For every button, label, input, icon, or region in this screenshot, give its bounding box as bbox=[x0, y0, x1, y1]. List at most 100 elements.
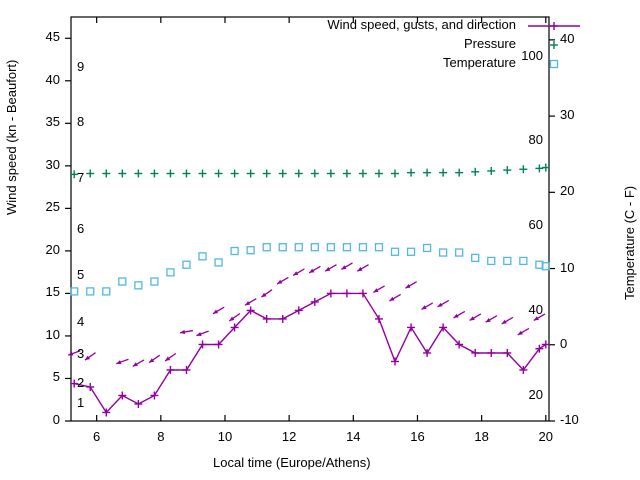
arrow-head bbox=[485, 318, 491, 323]
legend-label-2: Temperature bbox=[443, 55, 516, 70]
x-tick-label: 20 bbox=[538, 429, 554, 444]
fahrenheit-label: 100 bbox=[521, 47, 543, 63]
arrow-head bbox=[245, 301, 251, 306]
y2-axis-title: Temperature (C - F) bbox=[622, 185, 637, 300]
y-tick-label: 35 bbox=[45, 114, 60, 130]
y-tick-label: 15 bbox=[45, 284, 60, 300]
arrow-head bbox=[261, 292, 267, 298]
beaufort-label: 8 bbox=[77, 114, 85, 130]
marker-square bbox=[358, 243, 368, 252]
arrow-head bbox=[469, 316, 475, 321]
arrow-head bbox=[421, 305, 427, 310]
marker-square bbox=[166, 268, 175, 277]
beaufort-label: 2 bbox=[77, 374, 85, 390]
y-tick-label: 10 bbox=[45, 326, 60, 342]
y-tick-label: 20 bbox=[45, 241, 60, 257]
marker-square bbox=[310, 243, 319, 252]
legend-marker-2 bbox=[549, 59, 559, 69]
y-tick-label: 40 bbox=[45, 71, 60, 87]
legend-marker-0 bbox=[528, 22, 580, 30]
y-axis-title: Wind speed (kn - Beaufort) bbox=[4, 59, 19, 215]
marker-square bbox=[86, 287, 95, 296]
marker-square bbox=[134, 281, 143, 290]
marker-square bbox=[541, 262, 550, 271]
marker-square bbox=[182, 260, 191, 269]
marker-square bbox=[374, 243, 384, 252]
marker-square bbox=[519, 256, 528, 266]
arrow-head bbox=[325, 266, 331, 272]
y-tick-label: 5 bbox=[52, 369, 60, 385]
x-tick-label: 12 bbox=[281, 429, 297, 444]
marker-square bbox=[471, 253, 480, 263]
arrow-head bbox=[165, 356, 171, 361]
beaufort-label: 4 bbox=[77, 314, 85, 330]
arrow-head bbox=[501, 319, 507, 324]
marker-square bbox=[150, 277, 159, 286]
y2-tick-label: 10 bbox=[560, 259, 575, 275]
marker-square bbox=[438, 248, 448, 257]
fahrenheit-label: 60 bbox=[528, 216, 543, 232]
y2-tick-label: 20 bbox=[560, 183, 575, 199]
x-tick-label: 16 bbox=[410, 429, 425, 444]
arrow-head bbox=[341, 265, 347, 270]
arrow-head bbox=[277, 279, 283, 284]
x-axis-title: Local time (Europe/Athens) bbox=[213, 455, 371, 470]
x-tick-label: 10 bbox=[217, 429, 233, 444]
marker-square bbox=[294, 243, 303, 252]
arrow-head bbox=[293, 271, 299, 276]
arrow-head bbox=[132, 362, 138, 367]
y-tick-label: 25 bbox=[45, 199, 60, 215]
fahrenheit-label: 20 bbox=[528, 386, 543, 402]
beaufort-label: 7 bbox=[77, 169, 85, 185]
arrow-head bbox=[373, 288, 379, 293]
arrow-head bbox=[149, 358, 155, 363]
fahrenheit-label: 40 bbox=[528, 302, 543, 318]
plot-frame bbox=[70, 16, 550, 422]
arrow-head bbox=[196, 332, 202, 336]
arrow-head bbox=[453, 313, 459, 318]
y-tick-label: 0 bbox=[52, 412, 60, 427]
marker-square bbox=[278, 243, 287, 252]
marker-square bbox=[198, 252, 207, 261]
marker-square bbox=[230, 246, 239, 256]
x-tick-label: 6 bbox=[93, 429, 101, 444]
marker-square bbox=[549, 59, 559, 69]
y-tick-label: 30 bbox=[45, 156, 60, 172]
arrow-head bbox=[437, 302, 443, 307]
y-tick-label: 45 bbox=[45, 29, 60, 45]
arrow-head bbox=[212, 309, 219, 314]
arrow-head bbox=[68, 351, 74, 356]
arrow-head bbox=[389, 296, 395, 301]
legend-label-0: Wind speed, gusts, and direction bbox=[327, 17, 516, 32]
marker-square bbox=[70, 287, 79, 296]
arrow-head bbox=[84, 355, 90, 361]
y2-tick-label: 40 bbox=[560, 30, 575, 46]
arrow-head bbox=[309, 268, 315, 273]
marker-square bbox=[246, 246, 255, 255]
arrow-head bbox=[405, 284, 411, 289]
marker-square bbox=[455, 248, 464, 257]
arrow-head bbox=[180, 329, 186, 335]
marker-square bbox=[118, 277, 127, 286]
wind-direction-arrows bbox=[67, 262, 546, 367]
marker-square bbox=[503, 256, 512, 266]
beaufort-label: 3 bbox=[77, 345, 85, 361]
arrow-head bbox=[357, 266, 363, 272]
beaufort-label: 1 bbox=[77, 394, 85, 410]
marker-square bbox=[390, 247, 400, 256]
series-wind-speed bbox=[70, 289, 550, 417]
marker-square bbox=[487, 256, 496, 266]
y2-tick-label: 0 bbox=[560, 335, 568, 351]
marker-square bbox=[422, 243, 432, 253]
marker-square bbox=[406, 247, 416, 256]
beaufort-label: 9 bbox=[77, 59, 85, 75]
marker-square bbox=[214, 258, 223, 267]
arrow-head bbox=[533, 316, 539, 321]
legend-label-1: Pressure bbox=[463, 36, 516, 51]
beaufort-label: 5 bbox=[77, 267, 85, 283]
arrow-head bbox=[517, 330, 523, 335]
beaufort-label: 6 bbox=[77, 220, 85, 236]
fahrenheit-label: 80 bbox=[528, 132, 543, 148]
